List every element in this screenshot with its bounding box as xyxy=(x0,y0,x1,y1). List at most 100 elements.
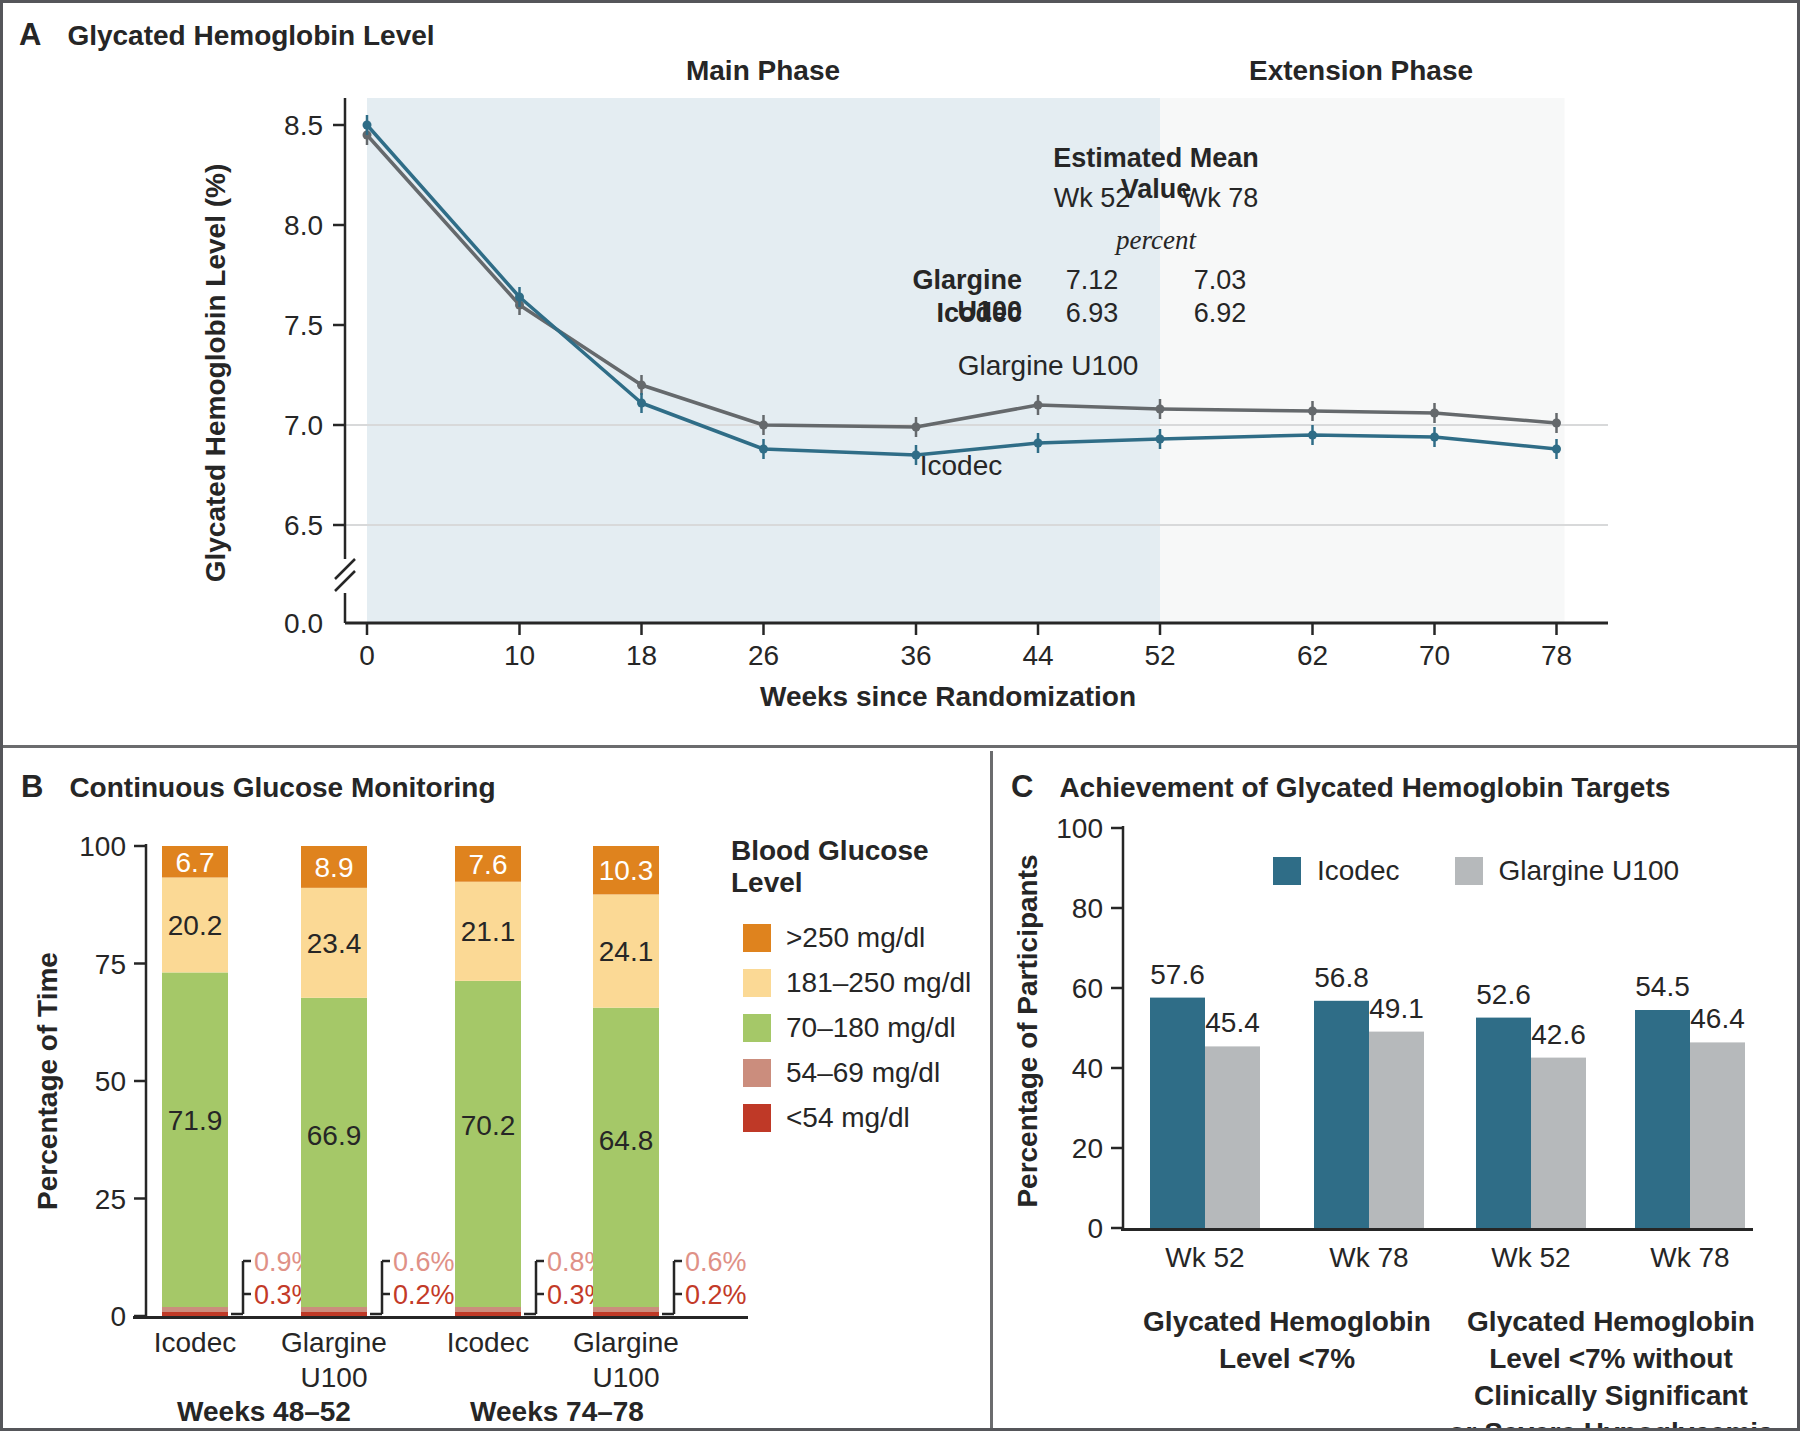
icodec-point xyxy=(1308,431,1317,440)
icodec-point xyxy=(637,399,646,408)
group-label: Weeks 74–78 xyxy=(470,1396,644,1427)
icodec-point xyxy=(515,293,524,302)
under-54-swatch xyxy=(743,1104,771,1132)
bar-label: U100 xyxy=(301,1362,368,1393)
segment-under54 xyxy=(301,1312,367,1316)
y-tick-label: 7.5 xyxy=(284,310,323,341)
glargine-bar xyxy=(1205,1046,1260,1228)
y-tick-label: 7.0 xyxy=(284,410,323,441)
segment-70-180 xyxy=(455,981,521,1307)
icodec-value-label: 56.8 xyxy=(1314,962,1369,993)
panel-b: BContinuous Glucose Monitoring Percentag… xyxy=(3,751,993,1428)
x-tick-label: 44 xyxy=(1022,640,1053,671)
week-tick-label: Wk 78 xyxy=(1329,1242,1408,1273)
glargine-bar xyxy=(1369,1032,1424,1228)
segment-70-180 xyxy=(301,998,367,1307)
group-label: Weeks 48–52 xyxy=(177,1396,351,1427)
bar-label: Glargine xyxy=(281,1327,387,1358)
category-label-2: Glycated Hemoglobin Level <7% without Cl… xyxy=(1381,1303,1800,1431)
glargine-u100-point xyxy=(912,423,921,432)
hypo-under54-label: 0.2% xyxy=(685,1280,747,1310)
x-tick-label: 26 xyxy=(748,640,779,671)
y-tick-label: 50 xyxy=(95,1066,126,1097)
legend-item: <54 mg/dl xyxy=(731,1095,990,1140)
icodec-bar xyxy=(1150,998,1205,1228)
y-tick-label: 100 xyxy=(79,831,126,862)
glargine-u100-point xyxy=(1430,409,1439,418)
panel-a: AGlycated Hemoglobin Level Main Phase Ex… xyxy=(3,3,1797,748)
over250-value: 6.7 xyxy=(176,847,215,878)
segment-54-69 xyxy=(301,1307,367,1312)
x-tick-label: 10 xyxy=(504,640,535,671)
181-250-value: 21.1 xyxy=(461,916,516,947)
icodec-bar xyxy=(1314,1001,1369,1228)
glargine-series-label: Glargine U100 xyxy=(958,350,1139,381)
y-tick-label: 8.0 xyxy=(284,210,323,241)
estimated-mean-table: Estimated Mean Value Wk 52 Wk 78 percent… xyxy=(858,143,1284,331)
hypo-callout-bracket xyxy=(662,1261,682,1314)
y-tick-label: 25 xyxy=(95,1184,126,1215)
y-tick-label: 60 xyxy=(1072,973,1103,1004)
icodec-value-label: 57.6 xyxy=(1150,959,1205,990)
54-69-swatch xyxy=(743,1059,771,1087)
glargine-bar xyxy=(1531,1058,1586,1228)
x-tick-label: 70 xyxy=(1419,640,1450,671)
glargine-u100-point xyxy=(637,381,646,390)
y-tick-label: 6.5 xyxy=(284,510,323,541)
week-tick-label: Wk 52 xyxy=(1491,1242,1570,1273)
icodec-bar xyxy=(1635,1010,1690,1228)
legend-item: 54–69 mg/dl xyxy=(731,1050,990,1095)
week-tick-label: Wk 52 xyxy=(1165,1242,1244,1273)
glargine-u100-point xyxy=(1552,419,1561,428)
legend-item: 70–180 mg/dl xyxy=(731,1005,990,1050)
icodec-wk52-value: 6.93 xyxy=(1028,298,1156,331)
legend-item: 181–250 mg/dl xyxy=(731,960,990,1005)
over250-value: 7.6 xyxy=(469,849,508,880)
bar-label: Icodec xyxy=(154,1327,237,1358)
glargine-value-label: 45.4 xyxy=(1205,1007,1260,1038)
over250-value: 10.3 xyxy=(599,855,654,886)
segment-70-180 xyxy=(593,1008,659,1307)
icodec-point xyxy=(1156,435,1165,444)
y-tick-label: 100 xyxy=(1056,813,1103,844)
legend-item: >250 mg/dl xyxy=(731,915,990,960)
hypo-callout-bracket xyxy=(370,1261,390,1314)
181-250-value: 24.1 xyxy=(599,936,654,967)
glargine-bar xyxy=(1690,1042,1745,1228)
181-250-value: 20.2 xyxy=(168,910,223,941)
icodec-value-label: 54.5 xyxy=(1635,971,1690,1002)
y-tick-label-zero: 0.0 xyxy=(284,608,323,639)
segment-under54 xyxy=(162,1312,228,1316)
x-tick-label: 62 xyxy=(1297,640,1328,671)
y-tick-label: 0 xyxy=(1087,1213,1103,1244)
181-250-value: 23.4 xyxy=(307,928,362,959)
segment-70-180 xyxy=(162,972,228,1307)
blood-glucose-legend: Blood Glucose Level >250 mg/dl 181–250 m… xyxy=(731,835,990,1140)
y-tick-label: 75 xyxy=(95,949,126,980)
table-col-wk78: Wk 78 xyxy=(1156,183,1284,225)
70-180-swatch xyxy=(743,1014,771,1042)
icodec-point xyxy=(759,445,768,454)
over-250-swatch xyxy=(743,924,771,952)
glargine-u100-point xyxy=(1308,407,1317,416)
x-tick-label: 18 xyxy=(626,640,657,671)
glargine-wk52-value: 7.12 xyxy=(1028,265,1156,298)
70-180-value: 64.8 xyxy=(599,1125,654,1156)
hypo-54-69-label: 0.6% xyxy=(685,1247,747,1277)
table-col-wk52: Wk 52 xyxy=(1028,183,1156,225)
x-tick-label: 36 xyxy=(900,640,931,671)
segment-54-69 xyxy=(593,1307,659,1312)
hypo-under54-label: 0.2% xyxy=(393,1280,455,1310)
glargine-wk78-value: 7.03 xyxy=(1156,265,1284,298)
bar-label: Glargine xyxy=(573,1327,679,1358)
segment-54-69 xyxy=(455,1307,521,1312)
icodec-point xyxy=(1034,439,1043,448)
icodec-bar xyxy=(1476,1018,1531,1228)
glargine-value-label: 46.4 xyxy=(1690,1003,1745,1034)
x-tick-label: 0 xyxy=(359,640,375,671)
70-180-value: 66.9 xyxy=(307,1120,362,1151)
glargine-value-label: 42.6 xyxy=(1531,1019,1586,1050)
legend-title: Blood Glucose Level xyxy=(731,835,990,899)
hypo-callout-bracket xyxy=(524,1261,544,1314)
glargine-u100-point xyxy=(1156,405,1165,414)
